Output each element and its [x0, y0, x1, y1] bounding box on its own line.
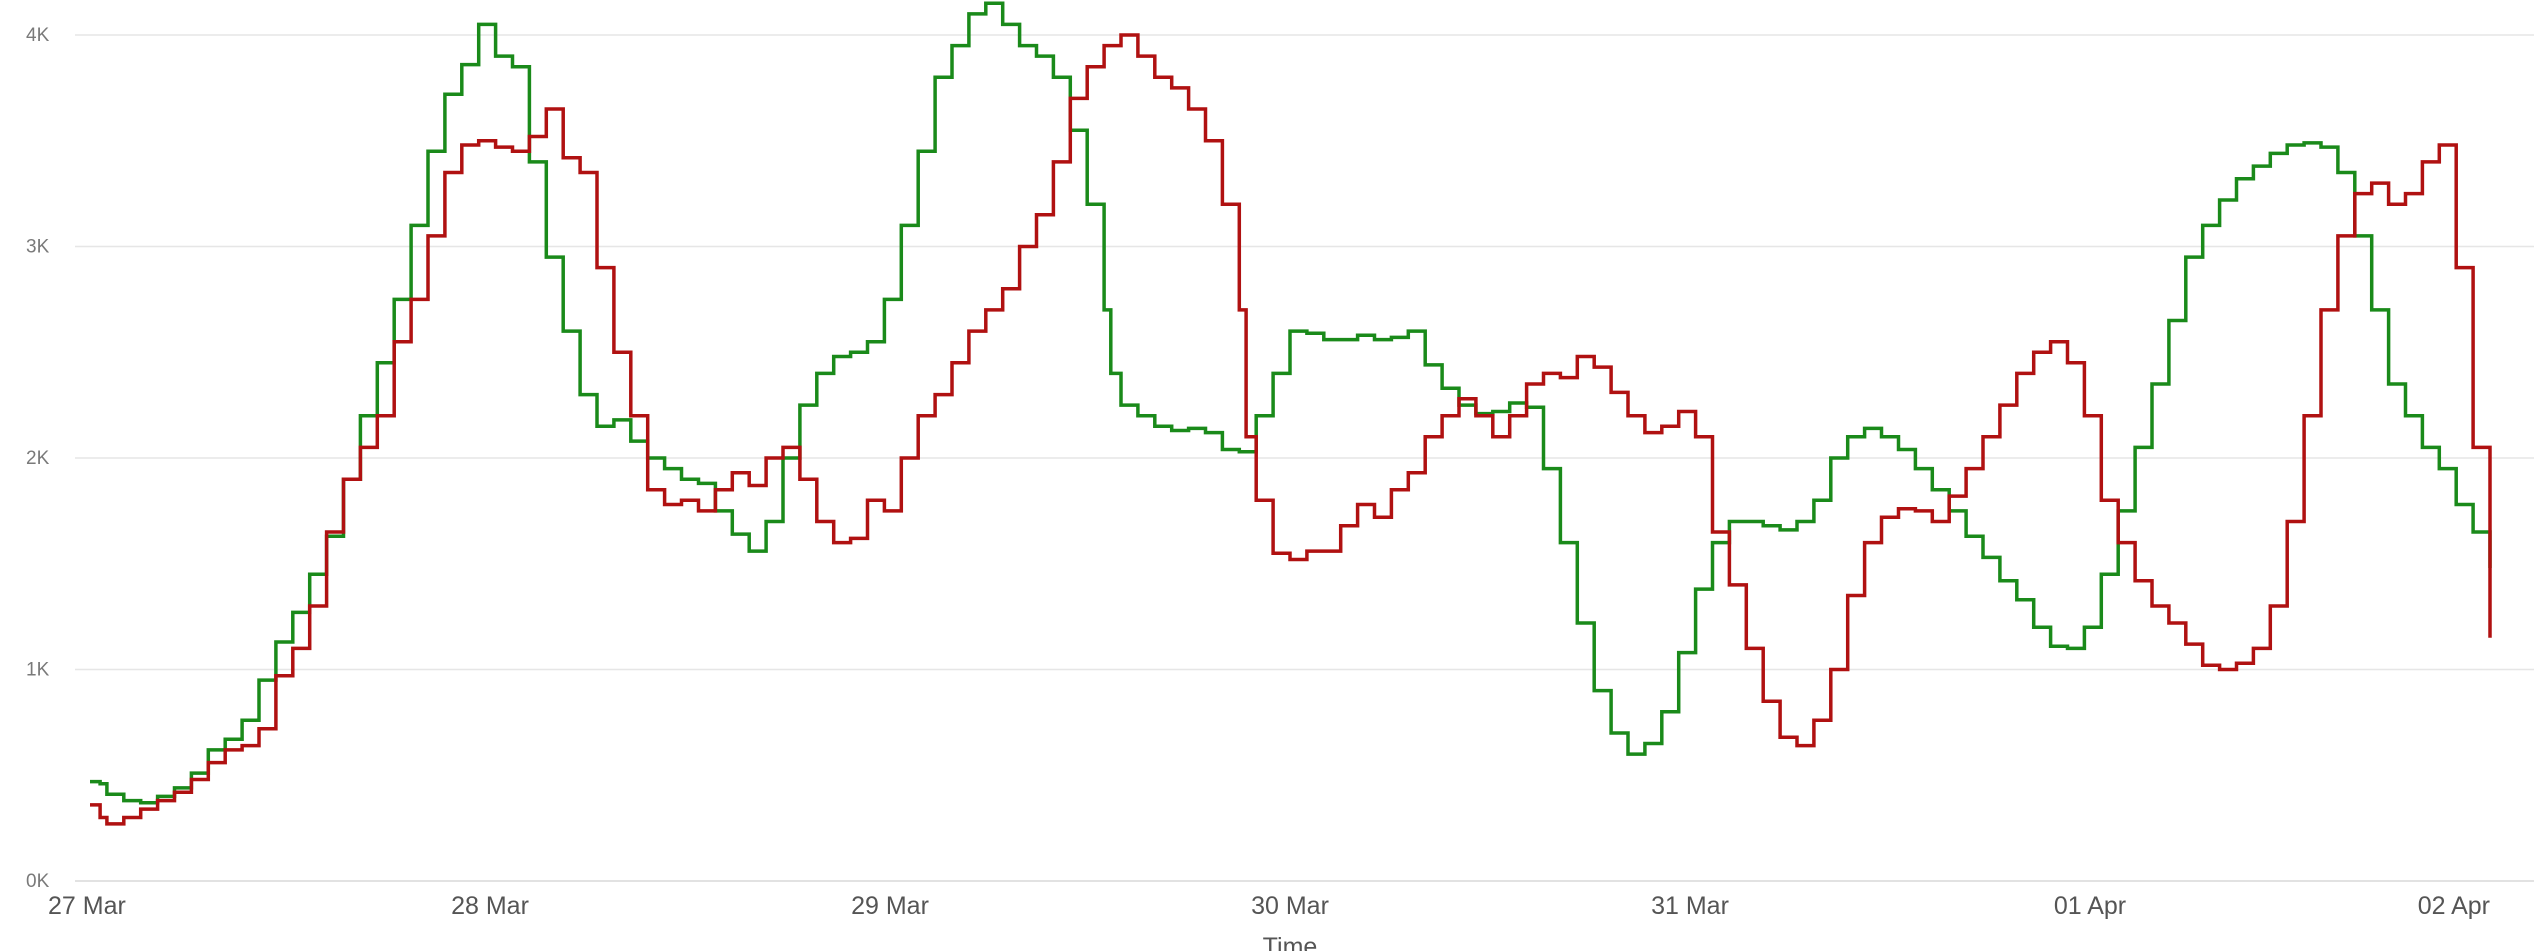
- x-tick-label: 28 Mar: [451, 892, 529, 920]
- x-tick-label: 29 Mar: [851, 892, 929, 920]
- y-tick-label: 1K: [26, 660, 50, 681]
- y-tick-label: 4K: [26, 25, 50, 46]
- x-axis-title: Time: [1263, 933, 1318, 951]
- gridlines: [75, 34, 2534, 882]
- series-line-1: [90, 33, 2492, 826]
- x-tick-label: 31 Mar: [1651, 892, 1729, 920]
- x-tick-label: 27 Mar: [48, 892, 126, 920]
- y-tick-label: 2K: [26, 448, 50, 469]
- y-tick-label: 0K: [26, 871, 50, 892]
- series-lines: [90, 1, 2492, 826]
- series-line-0: [90, 1, 2492, 805]
- x-tick-label: 30 Mar: [1251, 892, 1329, 920]
- x-axis-ticks: 27 Mar 28 Mar 29 Mar 30 Mar 31 Mar 01 Apr 02 A…: [48, 892, 2490, 920]
- y-tick-label: 3K: [26, 237, 50, 258]
- x-tick-label: 01 Apr: [2054, 892, 2126, 920]
- y-axis-ticks: 0K 1K 2K 3K 4K: [26, 25, 50, 892]
- x-tick-label: 02 Apr: [2418, 892, 2490, 920]
